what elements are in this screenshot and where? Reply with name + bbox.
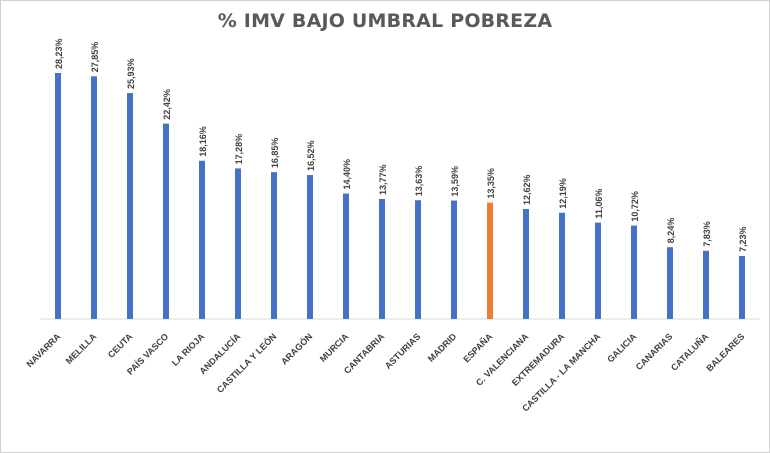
category-label-15: CASTILLA - LA MANCHA bbox=[520, 331, 603, 414]
data-label-2: 25,93% bbox=[126, 59, 136, 90]
bar-1 bbox=[91, 76, 97, 319]
bar-3 bbox=[163, 123, 169, 319]
data-label-4: 18,16% bbox=[198, 126, 208, 157]
data-label-6: 16,85% bbox=[270, 138, 280, 169]
category-label-10: ASTURIAS bbox=[383, 331, 423, 371]
category-label-7: ARAGÓN bbox=[278, 331, 314, 367]
bar-10 bbox=[415, 200, 421, 319]
data-label-0: 28,23% bbox=[54, 38, 64, 69]
bar-0 bbox=[55, 73, 61, 319]
bar-14 bbox=[559, 212, 565, 319]
data-label-12: 13,35% bbox=[486, 168, 496, 199]
bar-5 bbox=[235, 168, 241, 319]
data-label-5: 17,28% bbox=[234, 134, 244, 165]
category-label-4: LA RIOJA bbox=[170, 331, 207, 368]
bar-18 bbox=[703, 250, 709, 319]
bar-6 bbox=[271, 172, 277, 319]
data-label-15: 11,06% bbox=[594, 189, 604, 219]
data-label-1: 27,85% bbox=[90, 42, 100, 73]
data-label-10: 13,63% bbox=[414, 166, 424, 197]
category-label-11: MADRID bbox=[426, 331, 459, 364]
category-label-16: GALICIA bbox=[605, 331, 639, 365]
bar-13 bbox=[523, 209, 529, 319]
data-label-8: 14,40% bbox=[342, 159, 352, 190]
bar-8 bbox=[343, 193, 349, 319]
data-label-3: 22,42% bbox=[162, 89, 172, 120]
data-label-13: 12,62% bbox=[522, 174, 532, 205]
bar-2 bbox=[127, 93, 133, 319]
data-label-19: 7,23% bbox=[738, 226, 748, 252]
data-label-7: 16,52% bbox=[306, 141, 316, 172]
bar-15 bbox=[595, 222, 601, 319]
data-label-14: 12,19% bbox=[558, 178, 568, 209]
bar-19 bbox=[739, 255, 745, 319]
bar-11 bbox=[451, 200, 457, 319]
bar-12 bbox=[487, 202, 493, 319]
category-label-0: NAVARRA bbox=[24, 331, 62, 369]
category-label-1: MELILLA bbox=[64, 331, 99, 366]
data-label-16: 10,72% bbox=[630, 191, 640, 222]
category-label-6: CASTILLA Y LEÓN bbox=[214, 331, 278, 395]
data-label-17: 8,24% bbox=[666, 218, 676, 244]
category-label-8: MURCIA bbox=[318, 331, 351, 364]
bar-17 bbox=[667, 247, 673, 319]
data-label-11: 13,59% bbox=[450, 166, 460, 197]
bar-7 bbox=[307, 175, 313, 319]
data-label-18: 7,83% bbox=[702, 221, 712, 247]
bar-4 bbox=[199, 160, 205, 319]
category-label-19: BALEARES bbox=[704, 331, 746, 373]
bar-16 bbox=[631, 225, 637, 319]
bar-9 bbox=[379, 199, 385, 319]
category-label-12: ESPAÑA bbox=[461, 331, 494, 364]
chart-title: % IMV BAJO UMBRAL POBREZA bbox=[217, 10, 553, 32]
category-label-2: CEUTA bbox=[106, 331, 135, 360]
data-label-9: 13,77% bbox=[378, 164, 388, 195]
